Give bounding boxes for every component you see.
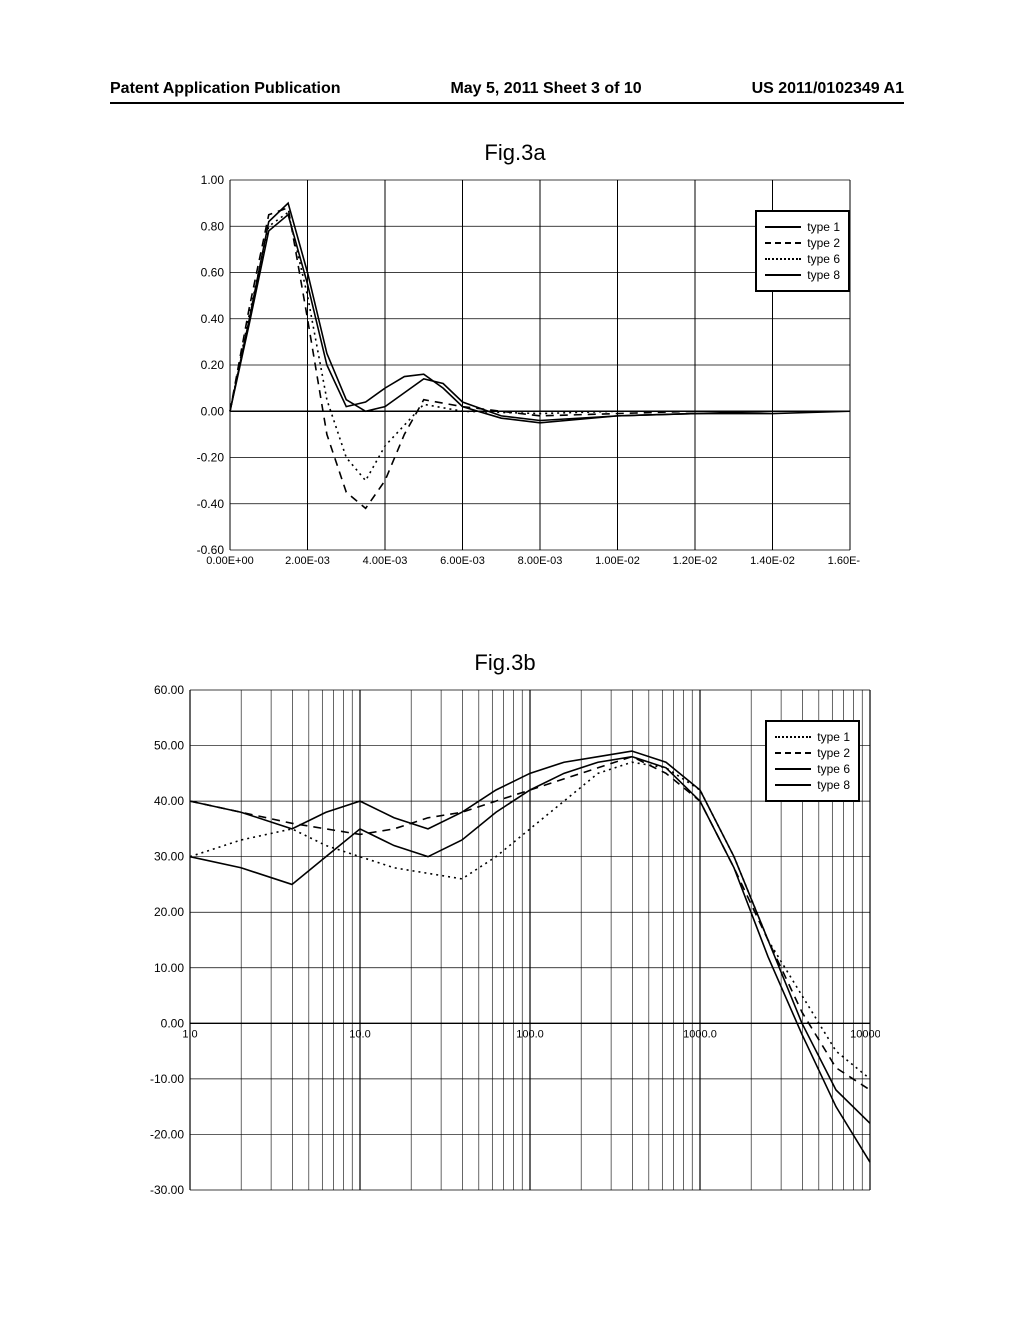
svg-text:20.00: 20.00	[154, 905, 184, 919]
fig3b-wrap: Fig.3b 1.0 10.0 100.0 1000.0 10000.0 60.00 50.…	[130, 650, 880, 1220]
patent-page: Patent Application Publication May 5, 20…	[0, 0, 1024, 1320]
legend-item: type 1	[775, 730, 850, 744]
svg-text:10.0: 10.0	[349, 1028, 370, 1040]
header-center: May 5, 2011 Sheet 3 of 10	[450, 80, 641, 98]
svg-text:0.80: 0.80	[201, 219, 225, 233]
legend-item: type 8	[775, 778, 850, 792]
svg-text:4.00E-03: 4.00E-03	[363, 555, 408, 567]
svg-text:1.40E-02: 1.40E-02	[750, 555, 795, 567]
svg-text:0.00: 0.00	[161, 1016, 185, 1030]
svg-text:-0.60: -0.60	[197, 543, 225, 557]
svg-text:-30.00: -30.00	[150, 1183, 184, 1197]
svg-text:60.00: 60.00	[154, 683, 184, 697]
fig3b-legend: type 1 type 2 type 6 type 8	[765, 720, 860, 802]
svg-text:10000.0: 10000.0	[850, 1028, 880, 1040]
fig3b-title: Fig.3b	[130, 650, 880, 676]
svg-text:10.00: 10.00	[154, 961, 184, 975]
svg-text:30.00: 30.00	[154, 850, 184, 864]
svg-text:0.20: 0.20	[201, 358, 225, 372]
header-left: Patent Application Publication	[110, 80, 341, 98]
fig3a-title: Fig.3a	[170, 140, 860, 166]
page-header: Patent Application Publication May 5, 20…	[110, 80, 904, 104]
legend-item: type 2	[765, 236, 840, 250]
svg-text:8.00E-03: 8.00E-03	[518, 555, 563, 567]
svg-text:1000.0: 1000.0	[683, 1028, 717, 1040]
svg-text:1.0: 1.0	[182, 1028, 197, 1040]
legend-item: type 6	[765, 252, 840, 266]
svg-text:50.00: 50.00	[154, 739, 184, 753]
fig3b-plot-area: 1.0 10.0 100.0 1000.0 10000.0 60.00 50.00 40.00…	[130, 680, 880, 1220]
legend-item: type 8	[765, 268, 840, 282]
legend-item: type 2	[775, 746, 850, 760]
legend-item: type 6	[775, 762, 850, 776]
svg-text:100.0: 100.0	[516, 1028, 544, 1040]
svg-text:-0.40: -0.40	[197, 497, 225, 511]
svg-text:1.20E-02: 1.20E-02	[673, 555, 718, 567]
legend-item: type 1	[765, 220, 840, 234]
svg-text:-10.00: -10.00	[150, 1072, 184, 1086]
fig3a-legend: type 1 type 2 type 6 type 8	[755, 210, 850, 292]
svg-text:-20.00: -20.00	[150, 1127, 184, 1141]
svg-text:1.00: 1.00	[201, 173, 225, 187]
svg-text:-0.20: -0.20	[197, 451, 225, 465]
svg-text:6.00E-03: 6.00E-03	[440, 555, 485, 567]
header-right: US 2011/0102349 A1	[752, 80, 904, 98]
svg-text:40.00: 40.00	[154, 794, 184, 808]
svg-text:0.40: 0.40	[201, 312, 225, 326]
svg-text:2.00E-03: 2.00E-03	[285, 555, 330, 567]
fig3a-wrap: Fig.3a 0.00E+002.00E-034.00E-036.00E-038…	[170, 140, 860, 580]
svg-text:1.60E-02: 1.60E-02	[828, 555, 860, 567]
svg-text:0.60: 0.60	[201, 266, 225, 280]
svg-text:1.00E-02: 1.00E-02	[595, 555, 640, 567]
svg-text:0.00: 0.00	[201, 404, 225, 418]
fig3a-plot-area: 0.00E+002.00E-034.00E-036.00E-038.00E-03…	[170, 170, 860, 580]
